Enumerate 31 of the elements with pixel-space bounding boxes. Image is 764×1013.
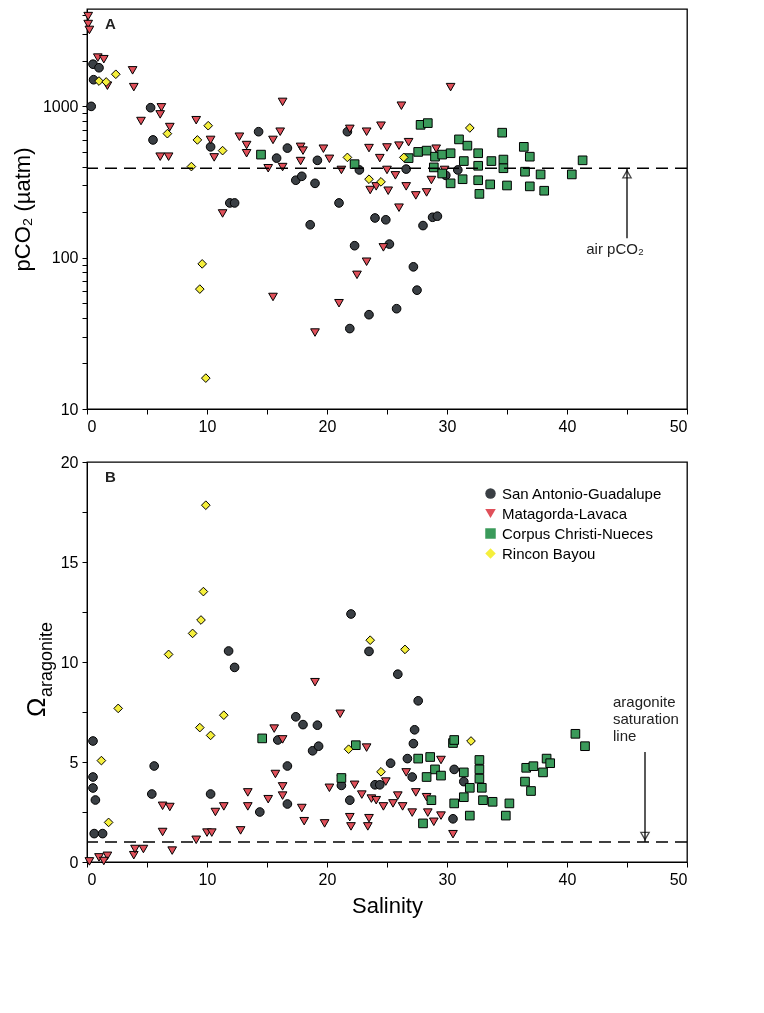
annotation: B — [105, 468, 116, 485]
annotation: aragonite saturation line — [613, 693, 679, 744]
y-tick-label: 10 — [60, 653, 79, 671]
x-tick-label: 0 — [87, 870, 97, 888]
y-tick-label: 1000 — [42, 97, 79, 115]
legend-label: Matagorda-Lavaca — [502, 504, 628, 522]
x-tick-label: 40 — [558, 870, 577, 888]
y-tick-label: 15 — [60, 553, 79, 571]
x-tick-label: 30 — [438, 417, 457, 435]
y-axis-title: pCO₂ (µatm) — [9, 147, 35, 272]
x-tick-label: 0 — [87, 417, 97, 435]
x-tick-label: 20 — [318, 870, 337, 888]
legend-label: Rincon Bayou — [502, 544, 596, 562]
x-tick-label: 40 — [558, 417, 577, 435]
y-tick-label: 20 — [60, 453, 79, 471]
x-tick-label: 50 — [669, 870, 688, 888]
legend-label: Corpus Christi-Nueces — [502, 524, 653, 542]
annotation: A — [105, 15, 116, 32]
y-tick-label: 10 — [60, 400, 79, 418]
x-tick-label: 10 — [198, 870, 217, 888]
legend-label: San Antonio-Guadalupe — [502, 484, 662, 502]
annotation: air pCO₂ — [586, 240, 644, 258]
y-axis-title: Ωaragonite — [21, 621, 56, 717]
x-tick-label: 10 — [198, 417, 217, 435]
x-tick-label: 30 — [438, 870, 457, 888]
x-axis-title: Salinity — [352, 892, 423, 918]
x-tick-label: 20 — [318, 417, 337, 435]
y-tick-label: 100 — [51, 249, 79, 267]
y-tick-label: 5 — [69, 753, 79, 771]
y-tick-label: 0 — [69, 853, 79, 871]
x-tick-label: 50 — [669, 417, 688, 435]
